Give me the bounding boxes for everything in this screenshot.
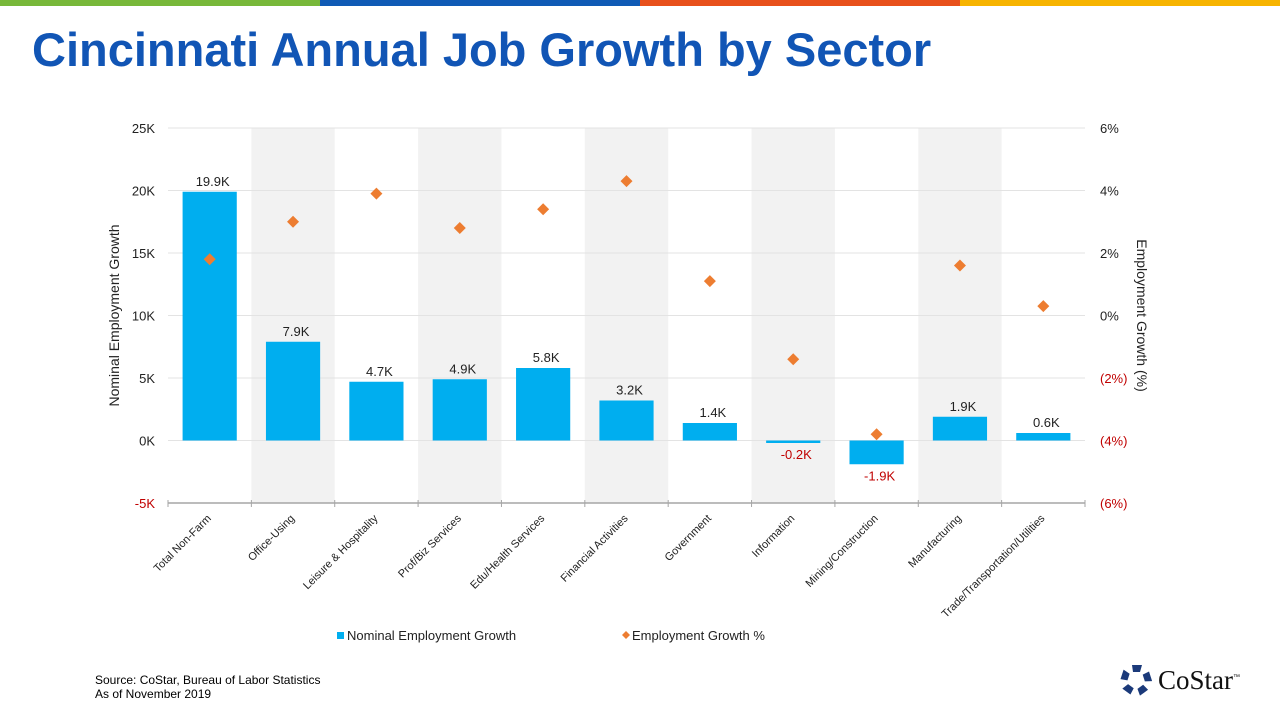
bar-data-label: 4.9K (449, 361, 476, 376)
bar-4 (516, 368, 571, 441)
bar-9 (932, 416, 988, 441)
bar-data-label: 5.8K (533, 350, 560, 365)
bar-data-label: -1.9K (864, 468, 895, 483)
x-tick-label: Edu/Health Services (468, 512, 547, 591)
y2-tick-label: 2% (1100, 246, 1119, 261)
page-title: Cincinnati Annual Job Growth by Sector (32, 23, 932, 76)
y2-tick-label: (2%) (1100, 371, 1127, 386)
bar-data-label: 0.6K (1033, 415, 1060, 430)
bar-1 (265, 341, 321, 441)
logo-wordmark: CoStar (1158, 664, 1234, 695)
x-tick-label: Office-Using (246, 513, 297, 564)
diamond-marker-3 (453, 222, 466, 234)
x-tick-label: Financial Activities (559, 512, 631, 584)
diamond-marker-4 (537, 203, 550, 216)
bar-data-label: -0.2K (781, 447, 812, 462)
diamond-marker-9 (953, 259, 966, 272)
legend-label-diamond: Employment Growth % (632, 628, 765, 643)
y-tick-label: -5K (135, 496, 156, 511)
diamond-marker-5 (620, 175, 633, 188)
y-axis-title: Nominal Employment Growth (106, 224, 122, 406)
x-tick-label: Manufacturing (906, 513, 964, 571)
diamond-marker-7 (787, 353, 800, 366)
bar-data-label: 3.2K (616, 383, 643, 398)
y2-tick-label: 6% (1100, 121, 1119, 136)
accent-bar (0, 0, 1280, 6)
costar-logo: CoStar™ (1120, 664, 1240, 696)
bar-10 (1016, 433, 1071, 441)
diamond-marker-1 (287, 215, 300, 228)
bar-0 (182, 191, 237, 441)
bar-data-label: 4.7K (366, 364, 393, 379)
bar-data-label: 7.9K (283, 324, 310, 339)
bar-5 (599, 400, 654, 441)
y-tick-label: 0K (139, 434, 155, 449)
as-of-text: As of November 2019 (95, 687, 212, 701)
source-text: Source: CoStar, Bureau of Labor Statisti… (95, 673, 321, 687)
accent-segment-yellow (960, 0, 1280, 6)
legend-swatch-diamond (622, 631, 630, 639)
x-tick-label: Information (750, 513, 797, 560)
y-tick-label: 20K (132, 184, 155, 199)
y2-axis-title: Employment Growth (%) (1134, 239, 1150, 391)
accent-segment-green (0, 0, 320, 6)
y-tick-label: 15K (132, 246, 155, 261)
bar-data-label: 19.9K (196, 174, 230, 189)
x-tick-label: Leisure & Hospitality (301, 512, 381, 592)
diamond-marker-0 (203, 253, 216, 266)
x-tick-label: Mining/Construction (803, 513, 880, 590)
y2-tick-label: (6%) (1100, 496, 1127, 511)
diamond-marker-8 (870, 428, 883, 441)
legend-label-bars: Nominal Employment Growth (347, 628, 516, 643)
accent-segment-blue (320, 0, 640, 6)
x-tick-label: Total Non-Farm (152, 513, 214, 575)
legend-swatch-bars (337, 632, 344, 639)
diamond-marker-10 (1037, 300, 1050, 313)
diamond-marker-6 (703, 275, 716, 288)
bar-data-label: 1.9K (950, 399, 977, 414)
costar-star-icon (1120, 665, 1152, 696)
bar-2 (349, 381, 404, 441)
y2-tick-label: 4% (1100, 184, 1119, 199)
bar-3 (432, 379, 487, 441)
logo-text: CoStar™ (1158, 664, 1241, 695)
y-tick-label: 5K (139, 371, 155, 386)
bar-6 (682, 423, 737, 441)
diamond-marker-2 (370, 187, 383, 200)
bar-7 (766, 440, 821, 443)
y-tick-label: 10K (132, 309, 155, 324)
accent-segment-orange (640, 0, 960, 6)
y2-tick-label: (4%) (1100, 434, 1127, 449)
y-tick-label: 25K (132, 121, 155, 136)
source-note: Source: CoStar, Bureau of Labor Statisti… (95, 673, 320, 701)
x-tick-label: Government (663, 513, 714, 564)
bar-8 (849, 440, 904, 465)
x-tick-label: Prof/Biz Services (396, 512, 464, 580)
y2-tick-label: 0% (1100, 309, 1119, 324)
bar-data-label: 1.4K (699, 405, 726, 420)
